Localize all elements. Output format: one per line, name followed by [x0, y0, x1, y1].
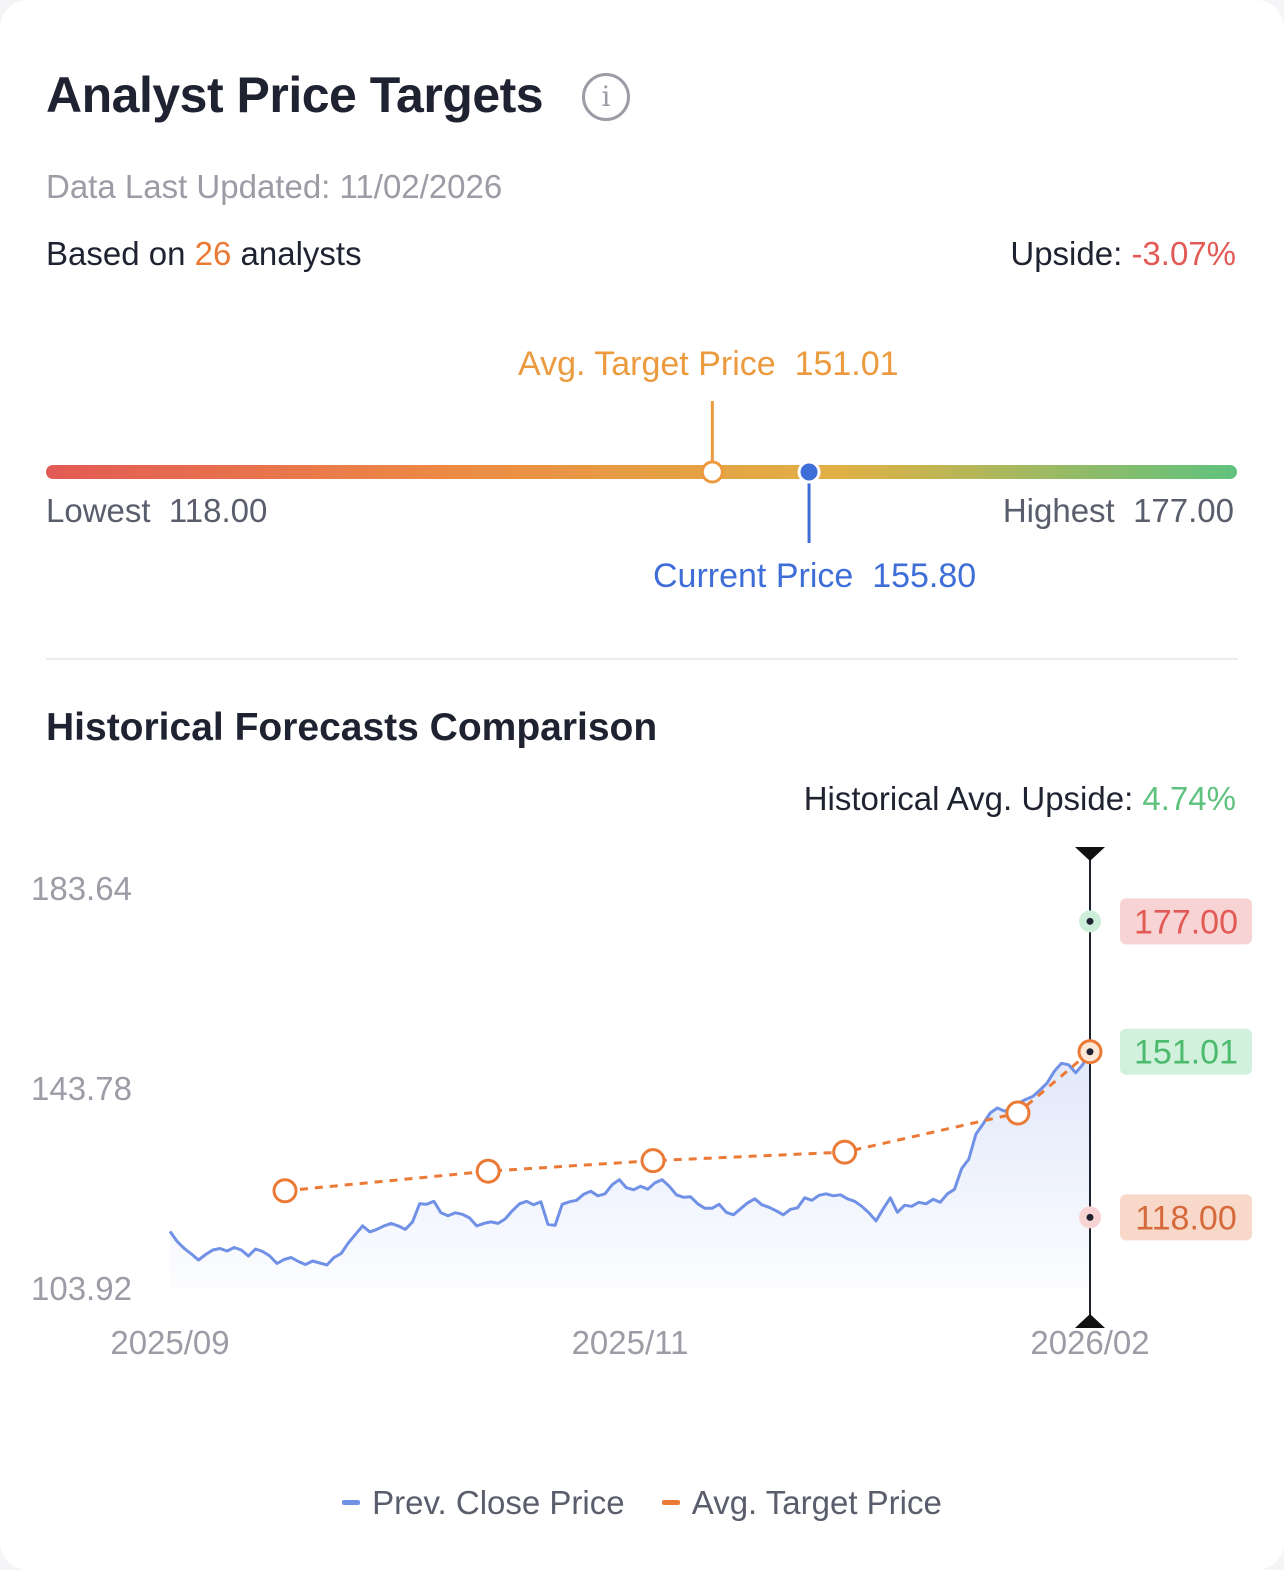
y-tick-label: 183.64: [31, 870, 132, 907]
historical-forecast-chart[interactable]: 183.64 143.78 103.92 2025/09 2025/11 2026/02 1…: [0, 830, 1284, 1470]
crosshair-bottom-handle: [1075, 1314, 1105, 1328]
page-title: Analyst Price Targets: [46, 67, 544, 123]
history-title: Historical Forecasts Comparison: [46, 706, 658, 749]
avg-target-point-center: [1086, 1048, 1094, 1056]
upside-summary: Upside: -3.07%: [1010, 235, 1236, 273]
avg-target-point: [475, 1158, 501, 1184]
avg-target-value: 151.01: [794, 345, 899, 383]
x-tick-label: 2026/02: [1030, 1324, 1149, 1361]
avg-target-marker: [700, 460, 724, 484]
historical-upside-value: 4.74%: [1142, 780, 1236, 817]
section-divider: [46, 658, 1238, 660]
range-marker-label: 151.01: [1134, 1034, 1238, 1072]
x-tick-label: 2025/09: [110, 1324, 229, 1361]
current-price-title: Current Price: [653, 557, 854, 595]
close-price-line: [168, 1045, 1092, 1267]
legend-label-target: Avg. Target Price: [691, 1484, 942, 1521]
updated-label: Data Last Updated:: [46, 168, 340, 205]
range-marker-badge: [1120, 898, 1252, 945]
y-tick-label: 103.92: [31, 1270, 132, 1307]
lowest-value: 118.00: [168, 492, 268, 529]
highest-value: 177.00: [1133, 492, 1234, 529]
range-marker-label: 118.00: [1135, 1199, 1236, 1237]
highest-title: Highest: [1002, 492, 1115, 529]
lowest-title: Lowest: [46, 492, 151, 529]
legend-swatch-close: [342, 1499, 361, 1505]
based-prefix: Based on: [46, 235, 195, 272]
avg-target-line: [284, 1050, 1091, 1193]
upside-label: Upside:: [1010, 235, 1132, 272]
historical-upside-label: Historical Avg. Upside:: [803, 780, 1143, 817]
updated-date: 11/02/2026: [339, 168, 503, 205]
range-marker-dot: [1086, 917, 1094, 925]
avg-target-point: [640, 1148, 666, 1174]
current-price-marker: [797, 460, 821, 484]
based-suffix: analysts: [231, 235, 362, 272]
analyst-count-text: Based on 26 analysts: [46, 235, 362, 273]
range-marker-label: 177.00: [1134, 903, 1238, 941]
highest-label: Highest 177.00: [1003, 492, 1234, 530]
lowest-label: Lowest 118.00: [46, 492, 267, 530]
range-marker-dot: [1086, 1213, 1094, 1221]
legend-item-close[interactable]: Prev. Close Price: [342, 1484, 625, 1522]
range-marker-badge: [1120, 1028, 1252, 1075]
crosshair-top-handle: [1075, 847, 1105, 861]
range-marker-badge: [1120, 1194, 1252, 1241]
current-price-label: Current Price 155.80: [653, 557, 976, 596]
historical-upside: Historical Avg. Upside: 4.74%: [804, 780, 1236, 818]
avg-target-point: [272, 1178, 298, 1204]
close-price-area: [170, 1046, 1090, 1288]
price-range-gauge: [46, 401, 1237, 543]
x-tick-label: 2025/11: [572, 1324, 689, 1361]
legend-swatch-target: [661, 1499, 680, 1505]
chart-legend: Prev. Close Price Avg. Target Price: [0, 1484, 1284, 1522]
analyst-count: 26: [194, 235, 232, 272]
legend-label-close: Prev. Close Price: [372, 1484, 625, 1521]
current-price-value: 155.80: [872, 557, 977, 595]
avg-target-point: [832, 1139, 858, 1165]
last-updated: Data Last Updated: 11/02/2026: [46, 168, 502, 206]
y-tick-label: 143.78: [31, 1070, 132, 1107]
avg-target-point: [1005, 1100, 1031, 1126]
avg-target-title: Avg. Target Price: [518, 345, 776, 383]
gauge-bar: [46, 465, 1237, 479]
avg-target-label: Avg. Target Price 151.01: [518, 345, 899, 384]
info-icon[interactable]: i: [582, 73, 630, 121]
upside-value: -3.07%: [1131, 235, 1236, 272]
legend-item-target[interactable]: Avg. Target Price: [661, 1484, 942, 1522]
